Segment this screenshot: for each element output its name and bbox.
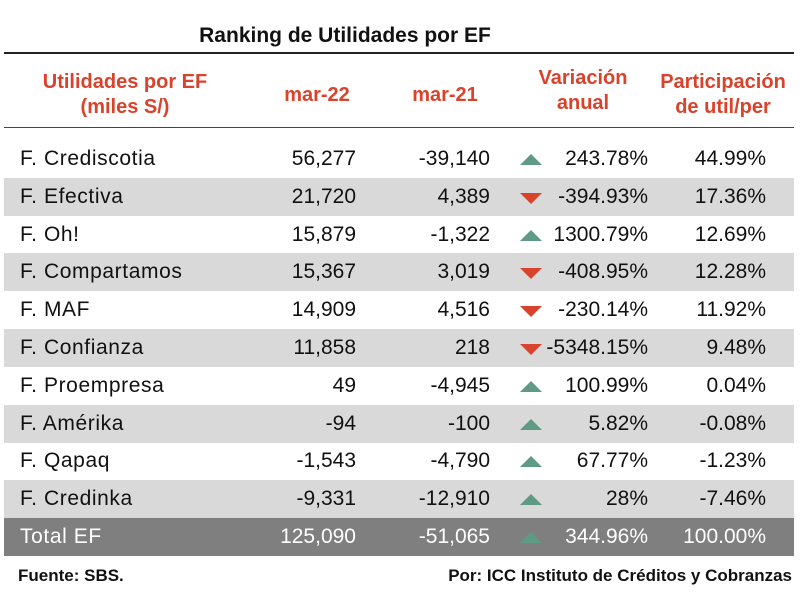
table-row: F. Qapaq -1,543 -4,790 67.77% -1.23% xyxy=(4,442,794,480)
variation-cell: 67.77% xyxy=(576,449,648,473)
variation-cell: 5.82% xyxy=(588,411,648,435)
variation-cell: -394.93% xyxy=(558,184,648,208)
triangle-down-icon xyxy=(520,306,542,318)
variation-cell: -5348.15% xyxy=(546,336,648,359)
table-row: F. Amérika -94 -100 5.82% -0.08% xyxy=(4,404,794,443)
top-divider xyxy=(4,52,794,54)
table-row: F. Oh! 15,879 -1,322 1300.79% 12.69% xyxy=(4,216,794,254)
triangle-up-icon xyxy=(520,532,542,543)
triangle-down-icon xyxy=(520,268,542,280)
participation-cell: 12.69% xyxy=(694,222,766,246)
mar21-value-cell: -4,790 xyxy=(430,449,490,473)
entity-name-cell: Total EF xyxy=(20,525,102,548)
triangle-up-icon xyxy=(520,418,542,430)
mar22-value-cell: 56,277 xyxy=(291,147,356,170)
entity-name-cell: F. MAF xyxy=(20,298,91,322)
table-row: F. Confianza 11,858 218 -5348.15% 9.48% xyxy=(4,329,794,367)
participation-cell: -1.23% xyxy=(699,449,766,473)
source-note: Fuente: SBS. xyxy=(18,566,124,585)
participation-cell: -7.46% xyxy=(699,487,766,511)
header-mar21: mar-21 xyxy=(412,83,478,106)
triangle-up-icon xyxy=(520,380,542,392)
variation-cell: 344.96% xyxy=(565,525,648,548)
participation-cell: 9.48% xyxy=(706,336,766,359)
variation-cell: 28% xyxy=(605,487,648,511)
triangle-up-icon xyxy=(520,494,542,506)
entity-name-cell: F. Proempresa xyxy=(20,373,165,397)
mar21-value-cell: -12,910 xyxy=(418,487,490,511)
triangle-up-icon xyxy=(520,456,542,468)
mar21-value-cell: -4,945 xyxy=(430,373,490,397)
variation-cell: -408.95% xyxy=(558,260,648,284)
variation-cell: 243.78% xyxy=(565,147,648,170)
table-row: F. Compartamos 15,367 3,019 -408.95% 12.28% xyxy=(4,253,794,292)
mar22-value-cell: -9,331 xyxy=(296,487,356,511)
table-row: F. Proempresa 49 -4,945 100.99% 0.04% xyxy=(4,367,794,405)
author-note: Por: ICC Instituto de Créditos y Cobranz… xyxy=(448,566,792,585)
mar21-value-cell: 4,389 xyxy=(437,184,490,208)
participation-cell: 17.36% xyxy=(694,184,766,208)
mar21-value-cell: -1,322 xyxy=(430,222,490,246)
entity-name-cell: F. Qapaq xyxy=(20,449,111,473)
mar21-value-cell: 218 xyxy=(454,336,490,359)
mar22-value-cell: 49 xyxy=(332,373,356,397)
participation-cell: 11.92% xyxy=(696,298,766,322)
mar22-value-cell: -1,543 xyxy=(296,449,356,473)
participation-cell: -0.08% xyxy=(699,411,766,435)
triangle-up-icon xyxy=(520,229,542,241)
header-variacion: Variación anual xyxy=(538,67,628,114)
variation-cell: 100.99% xyxy=(565,373,648,397)
entity-name-cell: F. Oh! xyxy=(20,222,80,246)
entity-name-cell: F. Crediscotia xyxy=(20,147,156,170)
entity-name-cell: F. Compartamos xyxy=(20,260,183,284)
mar21-value-cell: -100 xyxy=(447,411,490,435)
header-divider xyxy=(4,127,794,128)
mar22-value-cell: 125,090 xyxy=(280,525,356,548)
variation-cell: 1300.79% xyxy=(553,222,648,246)
triangle-down-icon xyxy=(520,344,542,355)
table-row: F. MAF 14,909 4,516 -230.14% 11.92% xyxy=(4,291,794,329)
variation-cell: -230.14% xyxy=(558,298,648,322)
entity-name-cell: F. Credinka xyxy=(20,487,133,511)
mar21-value-cell: 3,019 xyxy=(437,260,490,284)
entity-name-cell: F. Efectiva xyxy=(20,184,124,208)
participation-cell: 44.99% xyxy=(694,147,766,170)
mar22-value-cell: 14,909 xyxy=(291,298,356,322)
mar21-value-cell: -39,140 xyxy=(418,147,490,170)
table-row: F. Credinka -9,331 -12,910 28% -7.46% xyxy=(4,480,794,519)
participation-cell: 12.28% xyxy=(694,260,766,284)
table-row: F. Crediscotia 56,277 -39,140 243.78% 44.99% xyxy=(4,140,794,178)
entity-name-cell: F. Amérika xyxy=(20,411,125,435)
header-utilidades: Utilidades por EF (miles S/) xyxy=(42,71,208,118)
total-row: Total EF 125,090 -51,065 344.96% 100.00% xyxy=(4,518,794,556)
header-participacion: Participación de util/per xyxy=(660,71,786,118)
triangle-down-icon xyxy=(520,192,542,204)
mar22-value-cell: 15,879 xyxy=(291,222,356,246)
mar22-value-cell: -94 xyxy=(325,411,356,435)
mar21-value-cell: -51,065 xyxy=(418,525,490,548)
table-title: Ranking de Utilidades por EF xyxy=(199,24,491,47)
header-mar22: mar-22 xyxy=(284,83,350,106)
participation-cell: 100.00% xyxy=(683,525,766,548)
triangle-up-icon xyxy=(520,154,542,165)
entity-name-cell: F. Confianza xyxy=(20,336,144,359)
table-row: F. Efectiva 21,720 4,389 -394.93% 17.36% xyxy=(4,177,794,216)
mar22-value-cell: 11,858 xyxy=(293,336,356,359)
mar22-value-cell: 21,720 xyxy=(291,184,356,208)
mar22-value-cell: 15,367 xyxy=(291,260,356,284)
participation-cell: 0.04% xyxy=(706,373,766,397)
mar21-value-cell: 4,516 xyxy=(437,298,490,322)
